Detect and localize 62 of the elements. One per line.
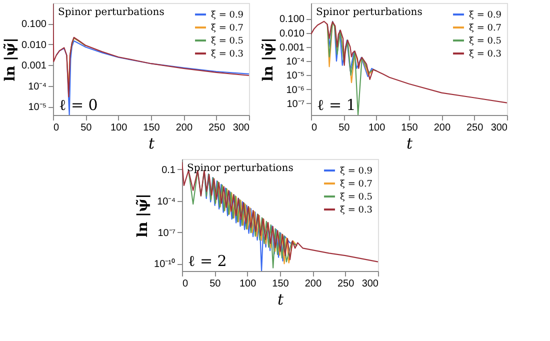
y-tick-label: 10⁻⁵ bbox=[286, 70, 304, 82]
y-tick-label: 0.1 bbox=[162, 164, 176, 176]
legend-label: ξ = 0.5 bbox=[211, 36, 244, 46]
x-tick-label: 150 bbox=[143, 122, 160, 134]
annotation: ℓ = 2 bbox=[188, 252, 227, 270]
x-tick-label: 300 bbox=[362, 278, 379, 290]
x-tick-label: 0 bbox=[312, 122, 318, 134]
x-tick-label: 0 bbox=[54, 122, 60, 134]
x-tick-label: 250 bbox=[208, 122, 226, 134]
legend-label: ξ = 0.3 bbox=[211, 50, 244, 60]
legend-label: ξ = 0.3 bbox=[340, 206, 373, 216]
legend-label: ξ = 0.9 bbox=[211, 10, 244, 20]
y-axis-title: ln |ψ̃| bbox=[2, 38, 18, 82]
x-tick-label: 250 bbox=[337, 278, 355, 290]
legend-label: ξ = 0.9 bbox=[469, 10, 502, 20]
x-tick-label: 100 bbox=[239, 278, 257, 290]
y-tick-label: 0.100 bbox=[279, 14, 305, 26]
y-tick-label: 10⁻⁴ bbox=[28, 81, 46, 92]
x-tick-label: 300 bbox=[232, 122, 250, 134]
annotation: ℓ = 1 bbox=[317, 96, 356, 114]
y-tick-label: 0.010 bbox=[21, 40, 47, 51]
x-tick-label: 250 bbox=[466, 122, 484, 134]
annotation: Spinor perturbations bbox=[187, 163, 294, 174]
legend-label: ξ = 0.3 bbox=[469, 50, 502, 60]
y-tick-label: 10⁻⁷ bbox=[158, 228, 176, 239]
line-series bbox=[53, 3, 249, 98]
y-tick-label: 0.001 bbox=[21, 60, 47, 72]
y-axis-title: ln |ψ̃| bbox=[260, 38, 276, 82]
y-tick-label: 10⁻¹⁰ bbox=[154, 258, 176, 270]
y-tick-label: 10⁻⁶ bbox=[286, 84, 304, 96]
x-tick-label: 200 bbox=[434, 122, 451, 134]
y-tick-label: 10⁻⁵ bbox=[28, 102, 46, 114]
x-tick-label: 300 bbox=[490, 122, 508, 134]
x-tick-label: 100 bbox=[110, 122, 128, 134]
legend-label: ξ = 0.5 bbox=[340, 192, 373, 202]
x-axis-title: t bbox=[277, 290, 284, 308]
x-tick-label: 200 bbox=[304, 278, 322, 290]
x-tick-label: 100 bbox=[368, 122, 386, 134]
x-tick-label: 50 bbox=[338, 122, 350, 134]
annotation: Spinor perturbations bbox=[58, 7, 164, 18]
y-tick-label: 10⁻⁴ bbox=[286, 56, 304, 68]
annotation: Spinor perturbations bbox=[316, 7, 422, 18]
x-tick-label: 50 bbox=[80, 122, 92, 134]
y-tick-label: 0.010 bbox=[279, 28, 305, 40]
x-tick-label: 50 bbox=[210, 278, 222, 290]
annotation: ℓ = 0 bbox=[59, 96, 98, 114]
x-tick-label: 150 bbox=[401, 122, 418, 134]
legend-label: ξ = 0.7 bbox=[211, 24, 244, 34]
x-tick-label: 150 bbox=[272, 278, 290, 290]
x-tick-label: 200 bbox=[176, 122, 193, 134]
legend-label: ξ = 0.7 bbox=[340, 180, 373, 190]
legend-label: ξ = 0.9 bbox=[340, 166, 373, 176]
x-axis-title: t bbox=[406, 134, 414, 152]
legend-label: ξ = 0.7 bbox=[469, 24, 502, 34]
y-tick-label: 0.100 bbox=[21, 19, 47, 30]
legend-label: ξ = 0.5 bbox=[469, 36, 502, 46]
x-axis-title: t bbox=[148, 134, 156, 152]
y-tick-label: 10⁻⁴ bbox=[157, 196, 176, 208]
x-tick-label: 0 bbox=[182, 278, 188, 290]
y-tick-label: 10⁻⁷ bbox=[286, 98, 305, 110]
y-tick-label: 0.001 bbox=[279, 42, 305, 54]
y-axis-title: ln |ψ̃| bbox=[135, 194, 152, 238]
